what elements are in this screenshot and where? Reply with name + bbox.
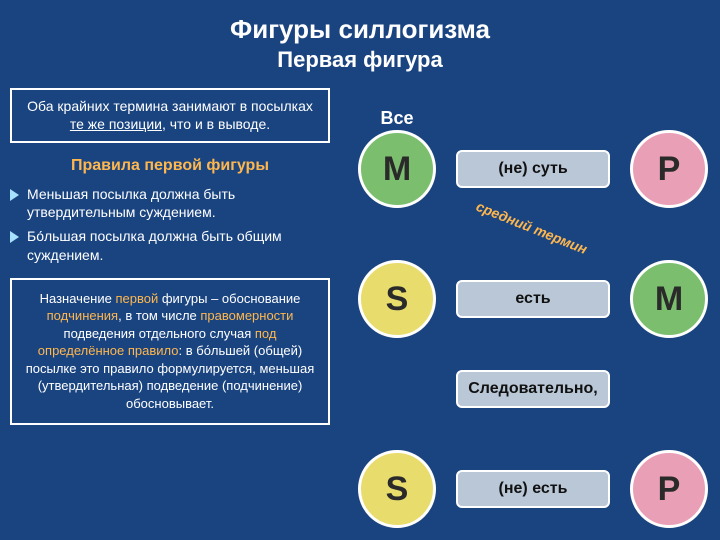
- node-top-label: Все: [358, 108, 436, 129]
- top-definition-box: Оба крайних термина занимают в посылках …: [10, 88, 330, 143]
- rule-item: Бо́льшая посылка должна быть общим сужде…: [10, 227, 330, 263]
- title-main: Фигуры силлогизма: [0, 14, 720, 45]
- node-P1: P: [630, 130, 708, 208]
- rule-text: Бо́льшая посылка должна быть общим сужде…: [27, 227, 330, 263]
- bullet-arrow-icon: [10, 189, 19, 201]
- node-M2: M: [630, 260, 708, 338]
- rules-heading: Правила первой фигуры: [10, 157, 330, 175]
- bullet-arrow-icon: [10, 231, 19, 243]
- node-P2: P: [630, 450, 708, 528]
- syllogism-diagram: MВсеPSMSP(не) сутьестьСледовательно,(не)…: [340, 90, 710, 530]
- node-S2: S: [358, 450, 436, 528]
- pill-p1: (не) суть: [456, 150, 610, 188]
- pill-p3: Следовательно,: [456, 370, 610, 408]
- pill-p2: есть: [456, 280, 610, 318]
- left-column: Оба крайних термина занимают в посылках …: [10, 88, 330, 425]
- rule-item: Меньшая посылка должна быть утвердительн…: [10, 185, 330, 221]
- pill-p4: (не) есть: [456, 470, 610, 508]
- bottom-purpose-box: Назначение первой фигуры – обоснование п…: [10, 278, 330, 425]
- node-M1: M: [358, 130, 436, 208]
- node-S1: S: [358, 260, 436, 338]
- rules-list: Меньшая посылка должна быть утвердительн…: [10, 185, 330, 264]
- rule-text: Меньшая посылка должна быть утвердительн…: [27, 185, 330, 221]
- title-sub: Первая фигура: [0, 47, 720, 73]
- middle-term-label: средний термин: [474, 198, 590, 257]
